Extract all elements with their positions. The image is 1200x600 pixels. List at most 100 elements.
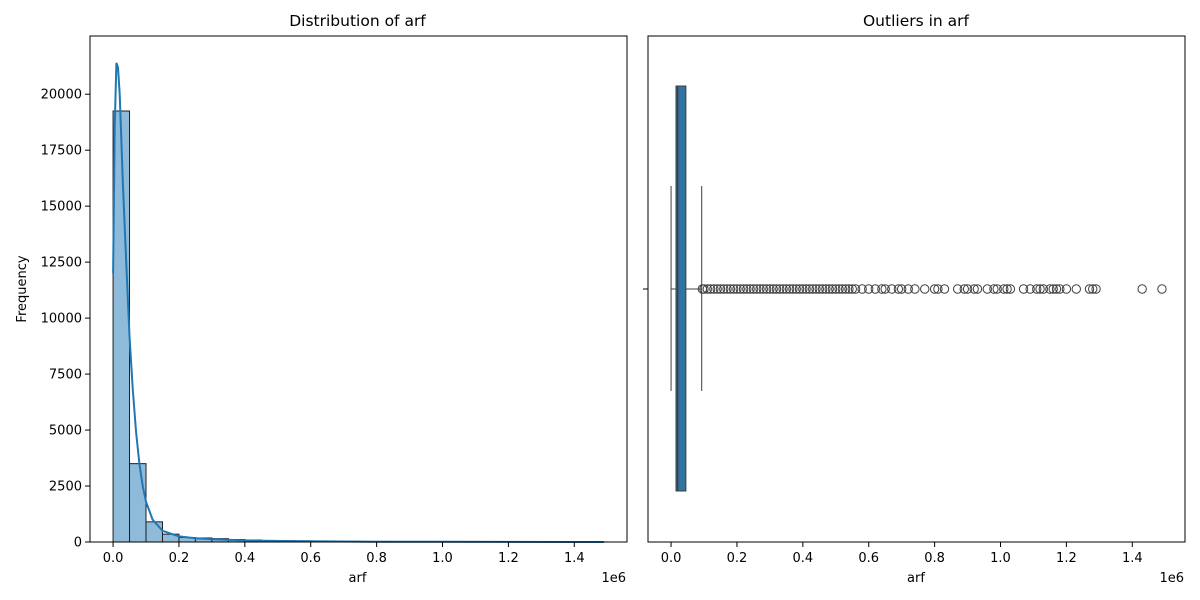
outlier-point	[775, 284, 785, 294]
outlier-point	[722, 284, 732, 294]
boxplot-plot-area: 0.0 0.2 0.4 0.6 0.8 1.0 1.2 1.4	[643, 35, 1186, 566]
histogram-y-tick-label: 2500	[49, 480, 82, 495]
boxplot-box	[675, 85, 687, 492]
outlier-point	[1137, 284, 1147, 294]
outlier-point	[1071, 284, 1081, 294]
outlier-point	[834, 284, 844, 294]
histogram-plot-area: 0.0 0.2 0.4 0.6 0.8 1.0 1.2 1.4 0 2500 5000 7500 100…	[41, 35, 628, 566]
outlier-point	[755, 284, 765, 294]
outlier-point	[784, 284, 795, 294]
outlier-point	[939, 284, 950, 294]
outlier-point	[788, 284, 798, 294]
outlier-point	[837, 284, 848, 294]
outlier-point	[1061, 284, 1072, 294]
outlier-point	[959, 284, 969, 294]
outlier-point	[864, 284, 874, 294]
histogram-y-tick-label: 17500	[41, 144, 82, 159]
outlier-point	[732, 284, 742, 294]
boxplot-x-label: arf	[907, 571, 925, 586]
boxplot-x-tick-label: 1.2	[1056, 551, 1077, 566]
outlier-point	[1157, 284, 1167, 294]
outlier-point	[844, 284, 854, 294]
outlier-point	[920, 284, 930, 294]
boxplot-title: Outliers in arf	[863, 12, 970, 30]
outlier-point	[850, 284, 861, 294]
boxplot-axes-frame	[647, 35, 1186, 543]
outlier-point	[778, 284, 788, 294]
outlier-point	[857, 284, 867, 294]
outlier-point	[929, 284, 940, 294]
outlier-point	[1045, 284, 1055, 294]
outlier-point	[738, 284, 749, 294]
outlier-point	[887, 284, 897, 294]
outlier-point	[719, 284, 729, 294]
boxplot-x-tick-label: 0.0	[661, 551, 682, 566]
histogram-y-tick-label: 12500	[41, 256, 82, 271]
outlier-point	[847, 284, 857, 294]
histogram-x-tick-label: 0.0	[103, 551, 124, 566]
outlier-point	[880, 284, 890, 294]
outlier-point	[771, 284, 782, 294]
outlier-point	[1048, 284, 1058, 294]
boxplot-x-offset-label: 1e6	[1159, 571, 1184, 586]
histogram-x-tick-label: 0.2	[169, 551, 190, 566]
histogram-x-tick-label: 1.2	[498, 551, 519, 566]
outlier-point	[761, 284, 772, 294]
boxplot-x-tick-label: 1.0	[990, 551, 1011, 566]
outlier-point	[1055, 284, 1065, 294]
outlier-point	[1038, 284, 1049, 294]
outlier-point	[952, 284, 963, 294]
boxplot-x-tick-label: 0.8	[924, 551, 945, 566]
outlier-point	[765, 284, 775, 294]
outlier-point	[893, 284, 904, 294]
boxplot-x-tick-label: 1.4	[1122, 551, 1143, 566]
boxplot-x-tick-label: 0.2	[727, 551, 748, 566]
outlier-point	[811, 284, 821, 294]
outlier-point	[877, 284, 887, 294]
outlier-point	[748, 284, 759, 294]
outlier-point	[702, 284, 713, 294]
outlier-point	[768, 284, 778, 294]
outlier-point	[1088, 284, 1098, 294]
outlier-point	[1005, 284, 1016, 294]
outlier-point	[709, 284, 719, 294]
outlier-point	[982, 284, 993, 294]
boxplot-x-tick-label: 0.4	[792, 551, 813, 566]
histogram-x-tick-label: 0.4	[234, 551, 255, 566]
histogram-axes-frame	[89, 35, 628, 543]
outlier-point	[824, 284, 834, 294]
outlier-point	[725, 284, 736, 294]
outlier-point	[821, 284, 831, 294]
outlier-point	[781, 284, 792, 294]
outlier-point	[801, 284, 811, 294]
outlier-point	[999, 284, 1009, 294]
outlier-point	[794, 284, 805, 294]
outlier-point	[903, 284, 913, 294]
histogram-x-tick-label: 1.4	[564, 551, 585, 566]
outlier-point	[1084, 284, 1095, 294]
outlier-point	[1018, 284, 1029, 294]
histogram-x-label: arf	[349, 571, 367, 586]
outlier-point	[705, 284, 716, 294]
outlier-point	[752, 284, 762, 294]
histogram-bar	[145, 521, 163, 543]
histogram-title: Distribution of arf	[289, 12, 426, 30]
outlier-point	[969, 284, 979, 294]
outlier-point	[728, 284, 739, 294]
outlier-point	[715, 284, 726, 294]
outlier-point	[1035, 284, 1045, 294]
kde-line	[112, 62, 604, 543]
histogram-y-label: Frequency	[15, 255, 30, 322]
boxplot-panel: Outliers in arf 0.0 0.2 0.4 0.6 0.8 1.0 1.2 1.4…	[643, 12, 1186, 586]
histogram-y-tick-label: 0	[74, 536, 82, 551]
histogram-x-tick-label: 0.6	[300, 551, 321, 566]
histogram-y-tick-label: 15000	[41, 200, 82, 215]
outlier-point	[804, 284, 815, 294]
outlier-point	[840, 284, 851, 294]
outlier-point	[1032, 284, 1042, 294]
outlier-point	[814, 284, 825, 294]
histogram-bar	[112, 110, 131, 543]
outlier-point	[827, 284, 838, 294]
histogram-bar	[129, 463, 147, 543]
